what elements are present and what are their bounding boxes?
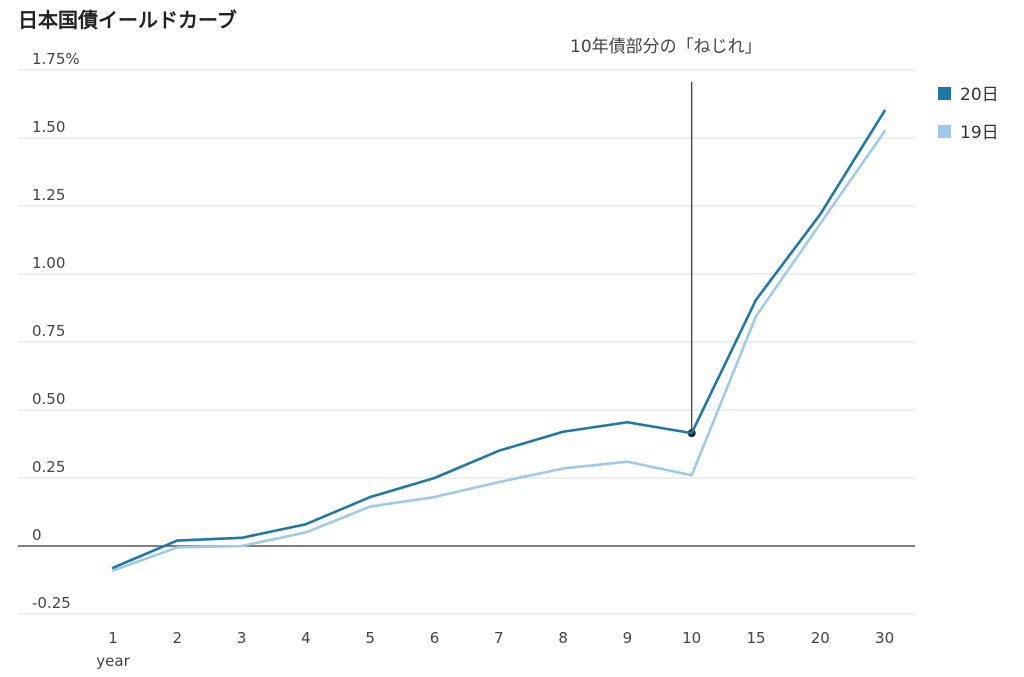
y-tick-label: 0.75 [32, 322, 65, 340]
x-tick-label: 10 [682, 629, 701, 647]
x-tick-label: 20 [811, 629, 830, 647]
series-line-1 [111, 109, 886, 570]
y-tick-label: 0.25 [32, 458, 65, 476]
y-axis-tick-labels: 1.75% 1.50 1.25 1.00 0.75 0.50 0.25 0 -0.25 [32, 50, 80, 612]
x-tick-label: 7 [494, 629, 504, 647]
series-lines [111, 109, 886, 572]
x-tick-label: 1 [108, 629, 118, 647]
legend-swatch [938, 87, 951, 100]
x-axis-unit-label: year [96, 652, 130, 670]
chart-title: 日本国債イールドカーブ [18, 8, 237, 32]
legend-label: 19日 [960, 123, 999, 143]
x-tick-label: 30 [875, 629, 894, 647]
x-tick-label: 15 [746, 629, 765, 647]
y-tick-label: 0 [32, 526, 42, 544]
x-tick-label: 5 [365, 629, 375, 647]
annotation-group: 10年債部分の「ねじれ」 [570, 37, 762, 438]
x-tick-label: 2 [173, 629, 183, 647]
legend-label: 20日 [960, 85, 999, 105]
x-tick-label: 3 [237, 629, 247, 647]
series-line-2 [111, 129, 886, 572]
x-tick-label: 4 [301, 629, 311, 647]
x-tick-label: 6 [430, 629, 440, 647]
x-tick-label: 9 [623, 629, 633, 647]
x-axis-tick-labels: 1 2 3 4 5 6 7 8 9 10 15 20 30 year [96, 629, 894, 670]
y-tick-label: -0.25 [32, 594, 71, 612]
annotation-text: 10年債部分の「ねじれ」 [570, 37, 762, 57]
y-tick-label: 1.50 [32, 118, 65, 136]
legend: 20日 19日 [938, 85, 999, 143]
y-tick-label: 1.00 [32, 254, 65, 272]
grid-lines [18, 69, 915, 615]
y-tick-label: 1.25 [32, 186, 65, 204]
y-tick-label: 1.75% [32, 50, 80, 68]
y-tick-label: 0.50 [32, 390, 65, 408]
legend-swatch [938, 125, 951, 138]
x-tick-label: 8 [558, 629, 568, 647]
